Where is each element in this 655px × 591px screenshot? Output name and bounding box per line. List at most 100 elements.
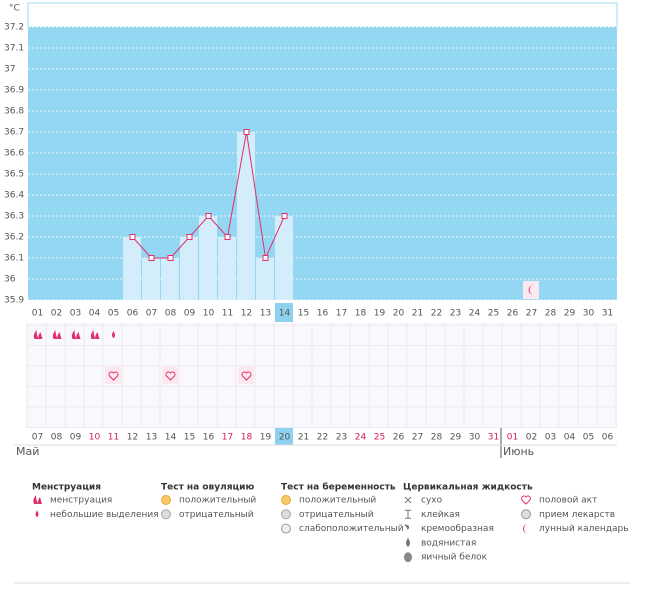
temp-point [148, 255, 155, 261]
calendar-day: 17 [222, 433, 233, 443]
temp-bar [218, 237, 236, 300]
y-tick-label: 36.6 [4, 149, 24, 159]
legend-icon [523, 523, 528, 534]
x-tick-label: 13 [260, 309, 271, 319]
x-tick-label: 24 [469, 309, 481, 319]
calendar-day: 11 [108, 433, 119, 443]
calendar-day: 01 [507, 433, 518, 443]
calendar-day: 05 [583, 433, 594, 443]
temp-point [224, 234, 231, 240]
symptom-marker [33, 330, 43, 339]
calendar-day: 06 [602, 433, 614, 443]
calendar-day: 10 [89, 433, 101, 443]
symptom-marker [90, 330, 100, 339]
legend-label: клейкая [421, 510, 460, 520]
legend-label: небольшие выделения [50, 510, 159, 520]
calendar-day: 29 [450, 433, 462, 443]
temp-bar [161, 258, 179, 300]
legend-icon [405, 509, 411, 519]
y-tick-label: 36 [4, 275, 16, 285]
calendar-day: 07 [32, 433, 43, 443]
temp-point [167, 255, 174, 261]
x-tick-label: 09 [184, 309, 196, 319]
legend-label: положительный [299, 496, 376, 506]
symptom-marker [108, 371, 119, 381]
x-tick-label: 25 [488, 309, 499, 319]
marker-bg [523, 281, 539, 299]
legend-title: Цервикальная жидкость [403, 483, 533, 493]
legend-icon [404, 524, 410, 534]
x-tick-label: 26 [507, 309, 519, 319]
legend-title: Тест на беременность [281, 482, 396, 493]
calendar-day: 28 [431, 433, 443, 443]
marker-bg [162, 366, 178, 384]
y-tick-label: 36.5 [4, 170, 24, 180]
y-tick-label: 36.3 [4, 212, 24, 222]
legend-icon [521, 495, 531, 505]
calendar-day: 30 [469, 433, 481, 443]
legend-icon [281, 495, 291, 505]
legend-title: Менструация [32, 483, 101, 493]
legend-label: менструация [50, 496, 112, 506]
legend-label: яичный белок [421, 553, 488, 563]
x-tick-label: 07 [146, 309, 157, 319]
chart-top [27, 2, 618, 28]
x-tick-label: 18 [355, 309, 367, 319]
temp-bar [275, 216, 293, 300]
symptom-marker [52, 330, 62, 339]
legend-icon [161, 509, 171, 520]
marker-bg [105, 366, 121, 384]
x-tick-label: 01 [32, 309, 43, 319]
y-tick-label: 36.9 [4, 86, 24, 96]
calendar-day: 18 [241, 433, 253, 443]
month-label: Май [16, 445, 39, 458]
legend-icon [281, 523, 291, 534]
legend-label: отрицательный [179, 510, 254, 520]
legend-label: сухо [421, 496, 443, 506]
x-tick-label: 10 [203, 309, 215, 319]
legend-label: кремообразная [421, 524, 494, 534]
calendar-day: 14 [165, 433, 177, 443]
y-tick-label: 37 [4, 65, 15, 75]
calendar-day: 21 [298, 433, 309, 443]
legend-label: слабоположительный [299, 524, 404, 534]
x-tick-label: 14 [279, 309, 291, 319]
symptom-area [26, 323, 617, 428]
moon-marker [528, 285, 534, 295]
y-tick-label: 35.9 [4, 296, 24, 306]
symptom-marker [71, 330, 81, 339]
x-tick-label: 19 [374, 309, 386, 319]
y-tick-label: 36.7 [4, 128, 24, 138]
calendar-day: 03 [545, 433, 556, 443]
x-tick-label: 02 [51, 309, 62, 319]
calendar-day: 24 [355, 433, 367, 443]
temp-bar [142, 258, 160, 300]
calendar-day: 31 [488, 433, 499, 443]
symptom-marker [112, 331, 115, 338]
legend-icon [406, 537, 410, 547]
x-tick-label: 23 [450, 309, 461, 319]
y-tick-label: 37.2 [4, 23, 24, 33]
temp-bar [123, 237, 141, 300]
legend-icon [161, 495, 171, 505]
x-tick-label: 27 [526, 309, 537, 319]
calendar-day: 27 [412, 433, 423, 443]
month-label: Июнь [503, 445, 534, 458]
legend-icon [281, 509, 291, 520]
calendar-day: 16 [203, 433, 215, 443]
legend-label: отрицательный [299, 510, 374, 520]
legend-label: водянистая [421, 538, 476, 548]
calendar-day: 26 [393, 433, 405, 443]
legend-icon [404, 496, 412, 504]
x-tick-label: 05 [108, 309, 119, 319]
legend-label: положительный [179, 496, 256, 506]
calendar-day: 20 [279, 433, 291, 443]
legend-label: прием лекарств [539, 510, 615, 520]
calendar-day: 23 [336, 433, 347, 443]
symptom-marker [165, 371, 176, 381]
x-tick-label: 15 [298, 309, 309, 319]
marker-bg [238, 366, 254, 384]
x-tick-label: 20 [393, 309, 405, 319]
temp-bar [180, 237, 198, 300]
x-tick-label: 12 [241, 309, 252, 319]
